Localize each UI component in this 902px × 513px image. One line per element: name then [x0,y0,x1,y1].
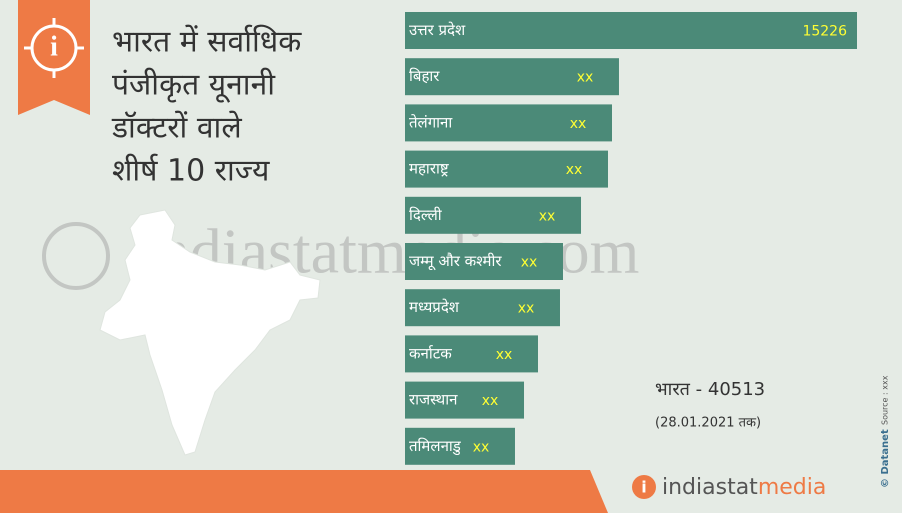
title-line: पंजीकृत यूनानी [112,68,276,104]
value-label: xx [482,393,499,409]
bar [405,427,515,465]
category-label: मध्यप्रदेश [409,298,460,316]
bar [405,243,563,280]
bar [405,104,613,142]
bar [405,58,619,96]
title-line: शीर्ष 10 राज्य [112,154,270,189]
logo-part: media [758,475,827,500]
bar [405,150,608,188]
value-label: xx [577,70,594,86]
bar [405,12,857,49]
bar [405,289,560,327]
category-label: दिल्ली [409,206,443,224]
logo: indiastatmedia [662,475,826,500]
value-label: xx [496,347,513,363]
category-label: महाराष्ट्र [409,160,449,178]
total: भारत - 40513 [655,379,765,400]
category-label: बिहार [409,67,440,85]
value-label: 15226 [802,24,847,40]
source: Source : xxx [881,375,890,425]
icon-letter: i [50,31,58,62]
value-label: xx [521,255,538,271]
india-map [99,209,321,456]
title-line: भारत में सर्वाधिक [112,25,302,60]
logo-icon [632,475,656,499]
category-label: राजस्थान [409,391,458,409]
watermark-icon [42,222,110,290]
footer-band [0,470,608,513]
value-label: xx [473,439,490,455]
bar-chart: उत्तर प्रदेश 15226 बिहार xx तेलंगाना xx महाराष… [405,12,857,465]
title: भारत में सर्वाधिक पंजीकृत यूनानी डॉक्टरों … [111,25,302,189]
value-label: xx [539,208,556,224]
bar [405,335,538,373]
category-label: उत्तर प्रदेश [409,21,466,39]
title-line: डॉक्टरों वाले [111,111,242,146]
value-label: xx [518,301,535,317]
logo-part: indiastat [662,475,758,500]
logo-letter: i [641,478,646,497]
bar [405,196,582,234]
category-label: कर्नाटक [409,344,452,362]
date: (28.01.2021 तक) [655,416,761,431]
bar [405,381,525,419]
category-label: तमिलनाडु [409,437,462,456]
category-label: तेलंगाना [409,113,453,131]
copyright: © Datanet [880,429,891,488]
value-label: xx [566,162,583,178]
category-label: जम्मू और कश्मीर [409,252,502,271]
value-label: xx [570,116,587,132]
tag [18,0,90,115]
